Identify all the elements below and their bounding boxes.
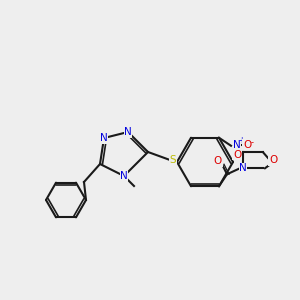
Text: N: N: [120, 171, 128, 181]
Text: N: N: [239, 163, 247, 173]
Text: +: +: [238, 136, 244, 145]
Text: N: N: [100, 133, 108, 143]
Text: O: O: [214, 156, 222, 166]
Text: O: O: [243, 140, 251, 150]
Text: N: N: [233, 140, 241, 150]
Text: O: O: [233, 150, 241, 160]
Text: O: O: [269, 155, 277, 165]
Text: S: S: [170, 155, 176, 165]
Text: -: -: [250, 138, 254, 147]
Text: N: N: [124, 127, 132, 137]
